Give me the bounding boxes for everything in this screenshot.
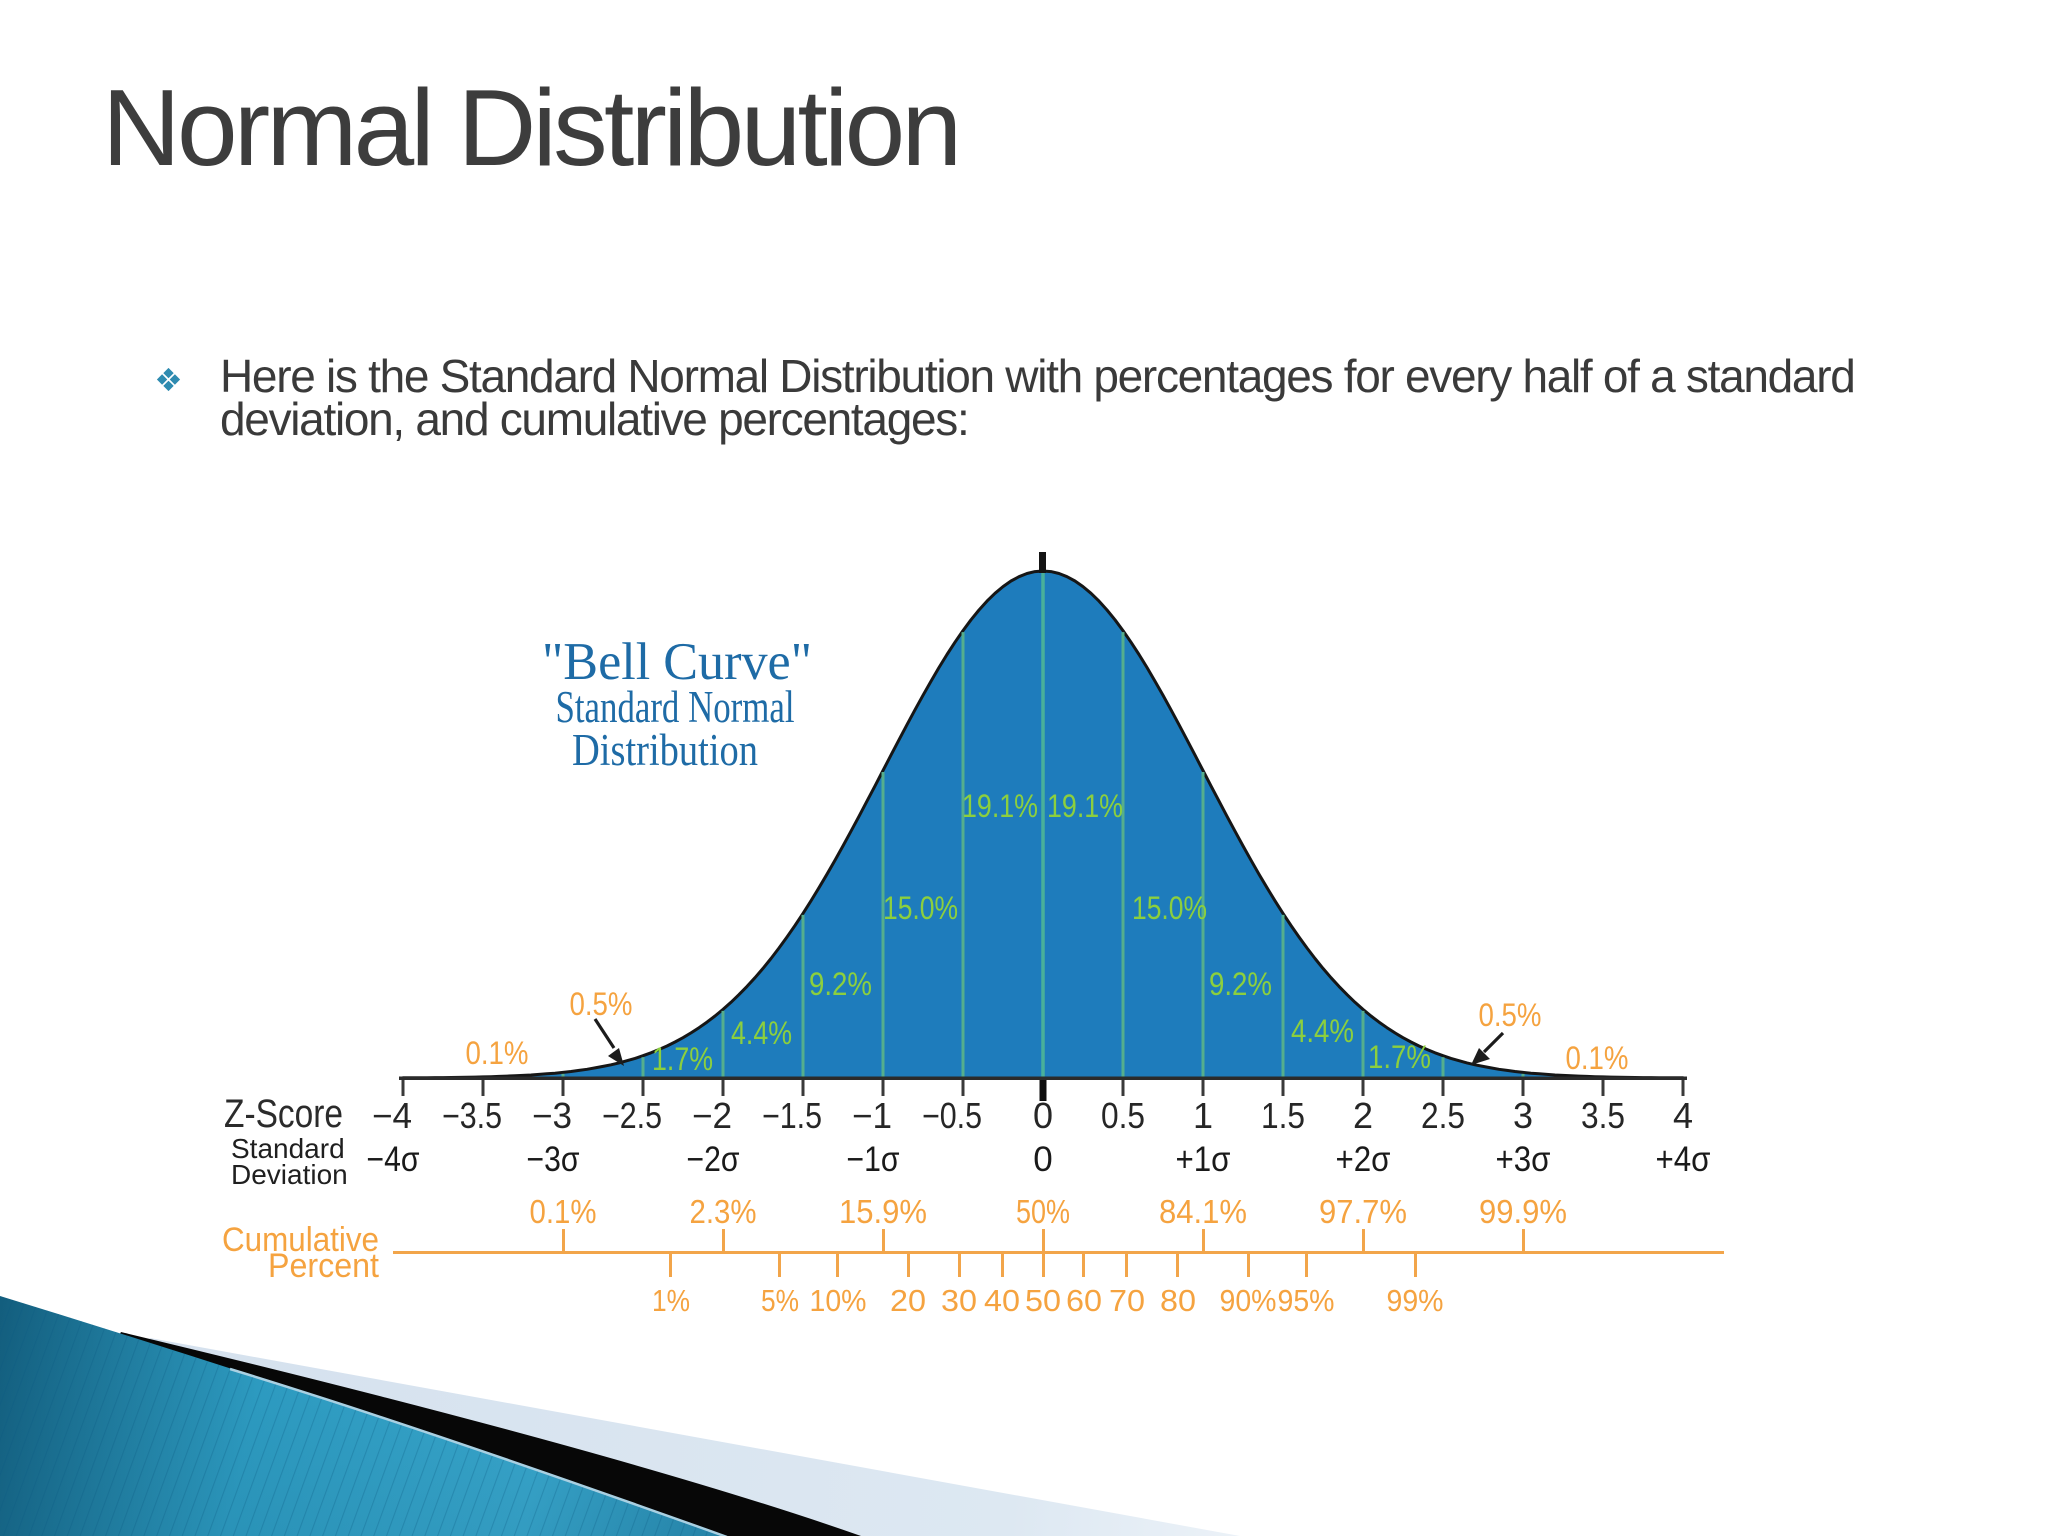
svg-text:1.5: 1.5 (1261, 1095, 1305, 1136)
svg-text:50%: 50% (1016, 1193, 1070, 1230)
svg-text:0.1%: 0.1% (1566, 1040, 1629, 1076)
svg-text:−3.5: −3.5 (442, 1095, 502, 1136)
svg-text:1.7%: 1.7% (652, 1041, 713, 1077)
svg-text:97.7%: 97.7% (1319, 1193, 1407, 1230)
svg-text:"Bell Curve": "Bell Curve" (542, 633, 812, 691)
svg-text:80: 80 (1160, 1283, 1196, 1318)
svg-text:15.0%: 15.0% (883, 890, 958, 926)
svg-text:19.1%: 19.1% (962, 788, 1038, 824)
svg-text:−2: −2 (692, 1095, 732, 1136)
svg-text:Standard: Standard (231, 1133, 345, 1164)
svg-text:−3: −3 (532, 1095, 572, 1136)
svg-text:10%: 10% (810, 1283, 867, 1318)
svg-text:Distribution: Distribution (572, 725, 758, 775)
svg-text:−2.5: −2.5 (602, 1095, 662, 1136)
svg-text:Standard Normal: Standard Normal (556, 682, 795, 732)
svg-text:0.1%: 0.1% (530, 1193, 597, 1230)
svg-text:2.3%: 2.3% (690, 1193, 757, 1230)
svg-text:20: 20 (890, 1283, 926, 1318)
svg-text:−1σ: −1σ (847, 1140, 900, 1179)
svg-text:4.4%: 4.4% (1291, 1013, 1354, 1049)
svg-text:60: 60 (1066, 1283, 1102, 1318)
svg-text:9.2%: 9.2% (809, 966, 872, 1002)
svg-text:+3σ: +3σ (1496, 1140, 1551, 1179)
svg-text:−4σ: −4σ (367, 1140, 420, 1179)
svg-text:50: 50 (1025, 1283, 1061, 1318)
svg-text:1.7%: 1.7% (1368, 1039, 1431, 1075)
svg-text:1%: 1% (652, 1283, 690, 1318)
svg-text:0.5%: 0.5% (570, 986, 633, 1022)
svg-text:99.9%: 99.9% (1479, 1193, 1567, 1230)
svg-text:+4σ: +4σ (1656, 1140, 1711, 1179)
svg-text:3.5: 3.5 (1581, 1095, 1625, 1136)
svg-text:99%: 99% (1387, 1283, 1444, 1318)
svg-text:2.5: 2.5 (1421, 1095, 1465, 1136)
svg-text:−0.5: −0.5 (922, 1095, 982, 1136)
svg-text:90%: 90% (1220, 1283, 1277, 1318)
svg-text:15.0%: 15.0% (1132, 890, 1207, 926)
svg-text:0.5: 0.5 (1101, 1095, 1145, 1136)
svg-text:+1σ: +1σ (1176, 1140, 1231, 1179)
svg-text:15.9%: 15.9% (839, 1193, 927, 1230)
svg-text:4.4%: 4.4% (731, 1015, 792, 1051)
svg-text:0: 0 (1033, 1095, 1053, 1136)
svg-text:−1.5: −1.5 (762, 1095, 822, 1136)
svg-text:19.1%: 19.1% (1047, 788, 1123, 824)
svg-text:0: 0 (1033, 1140, 1052, 1179)
svg-text:−2σ: −2σ (687, 1140, 740, 1179)
svg-text:5%: 5% (761, 1283, 799, 1318)
svg-text:40: 40 (984, 1283, 1020, 1318)
svg-text:0.5%: 0.5% (1479, 997, 1542, 1033)
svg-text:3: 3 (1513, 1095, 1533, 1136)
svg-text:70: 70 (1109, 1283, 1145, 1318)
svg-text:1: 1 (1193, 1095, 1213, 1136)
svg-text:−3σ: −3σ (527, 1140, 580, 1179)
svg-text:−1: −1 (852, 1095, 892, 1136)
svg-text:Cumulative: Cumulative (222, 1221, 379, 1259)
svg-text:Z-Score: Z-Score (224, 1092, 343, 1136)
svg-text:0.1%: 0.1% (466, 1035, 529, 1071)
svg-text:84.1%: 84.1% (1159, 1193, 1247, 1230)
svg-text:2: 2 (1353, 1095, 1373, 1136)
svg-text:30: 30 (941, 1283, 977, 1318)
svg-text:9.2%: 9.2% (1209, 966, 1272, 1002)
svg-text:95%: 95% (1278, 1283, 1335, 1318)
svg-text:−4: −4 (372, 1095, 412, 1136)
svg-text:Deviation: Deviation (231, 1159, 348, 1190)
svg-text:4: 4 (1673, 1095, 1693, 1136)
svg-text:+2σ: +2σ (1336, 1140, 1391, 1179)
svg-text:Percent: Percent (268, 1247, 380, 1285)
